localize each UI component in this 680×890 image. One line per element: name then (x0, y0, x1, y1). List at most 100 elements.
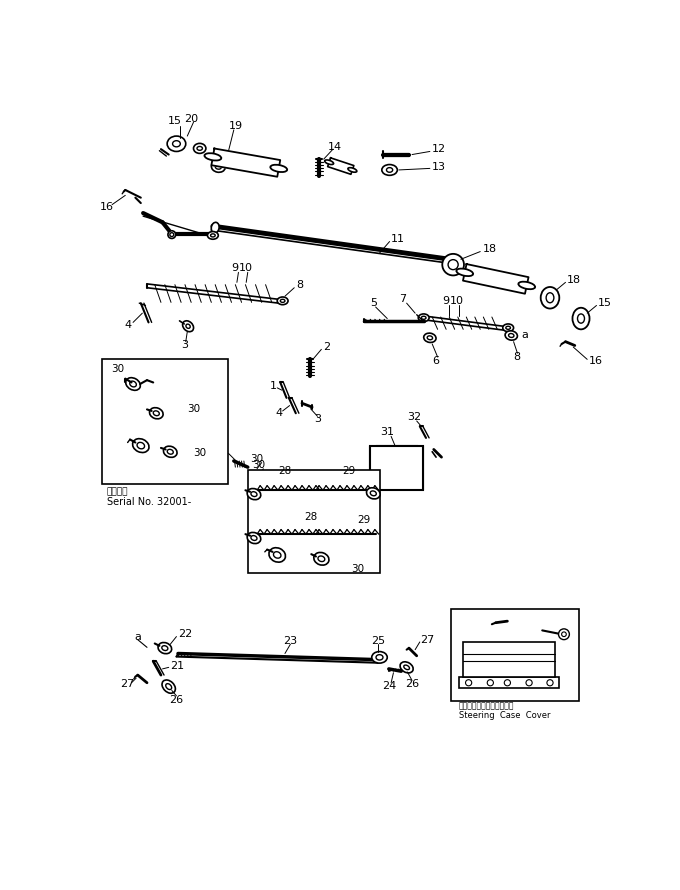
Text: 5: 5 (370, 298, 377, 308)
Ellipse shape (130, 381, 137, 387)
Ellipse shape (442, 254, 464, 275)
Ellipse shape (251, 536, 257, 540)
Circle shape (466, 680, 472, 686)
Ellipse shape (197, 147, 203, 150)
Ellipse shape (183, 320, 194, 332)
Text: 29: 29 (342, 466, 355, 476)
Text: 27: 27 (120, 679, 135, 689)
Text: 3: 3 (181, 341, 188, 351)
Text: 30: 30 (250, 455, 264, 465)
Ellipse shape (269, 547, 286, 562)
Text: 24: 24 (381, 681, 396, 691)
Ellipse shape (506, 327, 511, 329)
Text: 20: 20 (184, 114, 199, 124)
Text: 15: 15 (168, 116, 182, 125)
Text: 9: 9 (231, 263, 238, 273)
Ellipse shape (367, 488, 380, 499)
Text: 25: 25 (371, 636, 385, 646)
Ellipse shape (207, 231, 218, 239)
Circle shape (526, 680, 532, 686)
Ellipse shape (509, 334, 514, 337)
Text: 30: 30 (352, 563, 364, 574)
Ellipse shape (546, 293, 554, 303)
Ellipse shape (313, 553, 329, 565)
Ellipse shape (427, 336, 432, 340)
Polygon shape (463, 264, 528, 294)
Ellipse shape (150, 408, 163, 419)
Ellipse shape (173, 141, 180, 147)
Ellipse shape (133, 439, 149, 452)
Ellipse shape (541, 287, 559, 309)
Text: a: a (134, 632, 141, 642)
Ellipse shape (505, 331, 517, 340)
Text: 1: 1 (270, 381, 277, 391)
Ellipse shape (448, 260, 458, 270)
Bar (458, 676, 559, 688)
Circle shape (558, 629, 569, 640)
Polygon shape (211, 149, 280, 177)
Polygon shape (328, 158, 354, 174)
Text: 21: 21 (170, 660, 184, 671)
Text: 22: 22 (178, 629, 192, 639)
Text: 19: 19 (229, 121, 243, 131)
Ellipse shape (456, 269, 473, 276)
Text: 14: 14 (328, 142, 341, 152)
Text: 9: 9 (442, 295, 449, 306)
Ellipse shape (280, 299, 285, 303)
Ellipse shape (372, 651, 387, 663)
Ellipse shape (211, 234, 215, 237)
Text: 28: 28 (278, 466, 292, 476)
Text: 30: 30 (252, 460, 265, 470)
Ellipse shape (247, 532, 260, 544)
Bar (248, 470, 379, 572)
Ellipse shape (348, 167, 357, 173)
Text: 3: 3 (314, 415, 321, 425)
Bar (451, 609, 579, 701)
Text: 11: 11 (391, 234, 405, 244)
Text: 13: 13 (432, 162, 446, 172)
Text: 32: 32 (407, 412, 422, 422)
Text: 6: 6 (432, 356, 439, 366)
Ellipse shape (168, 231, 175, 239)
Ellipse shape (211, 161, 225, 173)
Text: Steering  Case  Cover: Steering Case Cover (458, 710, 550, 720)
Text: 8: 8 (513, 352, 520, 362)
Text: 10: 10 (450, 295, 464, 306)
Ellipse shape (577, 314, 585, 323)
Text: 27: 27 (420, 635, 435, 644)
Ellipse shape (163, 446, 177, 457)
Bar (370, 446, 423, 490)
Ellipse shape (324, 160, 334, 165)
Circle shape (562, 632, 566, 636)
Ellipse shape (376, 655, 383, 660)
Ellipse shape (158, 643, 171, 653)
Ellipse shape (153, 411, 159, 416)
Text: 2: 2 (323, 342, 330, 352)
Text: 16: 16 (589, 356, 602, 366)
Circle shape (547, 680, 553, 686)
Text: 26: 26 (169, 695, 184, 705)
Text: 30: 30 (193, 449, 206, 458)
Ellipse shape (411, 462, 418, 468)
Ellipse shape (318, 556, 325, 562)
Ellipse shape (277, 297, 288, 304)
Ellipse shape (205, 153, 221, 160)
Text: 7: 7 (399, 295, 407, 304)
Text: 16: 16 (100, 202, 114, 212)
Circle shape (488, 680, 494, 686)
Ellipse shape (186, 324, 190, 328)
Text: 4: 4 (124, 320, 131, 329)
Ellipse shape (211, 222, 219, 233)
Text: 18: 18 (483, 244, 496, 255)
Ellipse shape (400, 662, 413, 673)
Ellipse shape (273, 552, 281, 558)
Text: 31: 31 (380, 426, 394, 437)
Ellipse shape (382, 165, 397, 175)
Text: 26: 26 (405, 679, 419, 689)
Ellipse shape (371, 491, 376, 496)
Ellipse shape (455, 257, 462, 268)
Text: 4: 4 (275, 409, 282, 418)
Ellipse shape (418, 314, 429, 321)
Ellipse shape (518, 282, 535, 289)
Ellipse shape (503, 324, 513, 332)
